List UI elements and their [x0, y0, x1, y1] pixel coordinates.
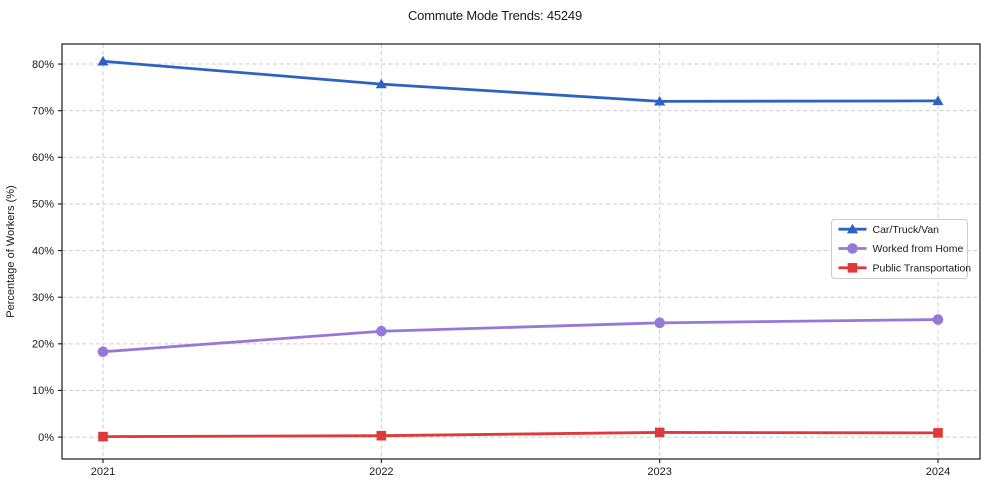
y-axis-title: Percentage of Workers (%)	[5, 185, 17, 317]
series-line-public-transportation	[101, 431, 940, 439]
x-tick-label: 2024	[926, 466, 950, 478]
legend-label: Public Transportation	[873, 262, 972, 274]
series-worked-from-home	[97, 314, 944, 358]
legend-marker-triangle-icon	[846, 223, 859, 234]
y-tick-label: 0%	[38, 432, 54, 444]
data-point-worked-from-home	[97, 346, 109, 358]
legend-label: Car/Truck/Van	[873, 224, 940, 236]
axis-ticks: 0% 10% 20% 30% 40% 50% 60% 70% 80% 2021 2022 2023 20…	[32, 59, 950, 478]
legend-box	[831, 219, 968, 279]
data-point-worked-from-home	[654, 317, 665, 329]
data-point-public-transportation	[98, 431, 108, 442]
y-tick-label: 40%	[32, 245, 54, 257]
y-tick-label: 50%	[32, 199, 54, 211]
y-tick-label: 70%	[32, 105, 54, 117]
legend-item-car-truck-van: Car/Truck/Van	[838, 223, 940, 236]
x-tick-label: 2023	[647, 466, 671, 478]
legend-item-public-transportation: Public Transportation	[838, 262, 972, 274]
y-tick-label: 20%	[32, 339, 54, 351]
data-point-car-truck-van	[654, 95, 666, 106]
y-tick-label: 30%	[32, 292, 54, 304]
data-point-worked-from-home	[932, 314, 944, 325]
x-tick-label: 2021	[91, 466, 115, 478]
y-tick-label: 10%	[32, 385, 54, 397]
y-tick-label: 60%	[32, 152, 54, 164]
legend-marker-circle-icon	[847, 243, 858, 254]
data-point-car-truck-van	[97, 55, 109, 66]
data-point-worked-from-home	[376, 325, 387, 337]
series-car-truck-van	[97, 55, 944, 106]
plot-frame	[61, 43, 981, 460]
chart-title: Commute Mode Trends: 45249	[407, 8, 582, 23]
x-tick-label: 2022	[369, 466, 393, 478]
data-point-public-transportation	[933, 428, 943, 438]
series-line-car-truck-van	[101, 59, 940, 103]
legend: Car/Truck/Van Worked from Home Public Tran…	[831, 219, 972, 279]
series-line-worked-from-home	[101, 318, 940, 354]
legend-item-worked-from-home: Worked from Home	[838, 243, 964, 255]
series-public-transportation	[98, 427, 943, 442]
data-point-public-transportation	[376, 430, 387, 441]
data-point-public-transportation	[654, 427, 665, 438]
data-point-car-truck-van	[375, 78, 387, 89]
data-point-car-truck-van	[932, 95, 944, 106]
y-tick-label: 80%	[32, 59, 54, 71]
legend-label: Worked from Home	[873, 243, 964, 255]
legend-marker-square-icon	[847, 263, 858, 273]
